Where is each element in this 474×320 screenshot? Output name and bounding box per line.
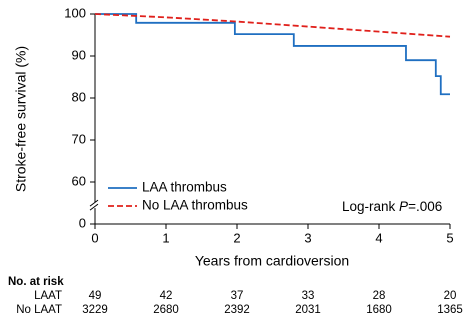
y-tick-label: 0 (79, 215, 86, 230)
risk-count: 20 (444, 290, 457, 302)
y-tick-label: 70 (72, 131, 86, 146)
survival-line (95, 13, 450, 96)
risk-count: 3229 (82, 304, 108, 316)
y-tick-label: 80 (72, 89, 86, 104)
risk-count: 28 (373, 290, 386, 302)
risk-row-label: No LAAT (16, 304, 62, 316)
risk-count: 2031 (295, 304, 321, 316)
x-tick-label: 0 (91, 230, 98, 245)
risk-count: 49 (89, 290, 102, 302)
x-tick-label: 4 (375, 230, 382, 245)
x-tick-label: 5 (446, 230, 453, 245)
y-tick-label: 100 (64, 5, 86, 20)
y-tick-label: 60 (72, 173, 86, 188)
annotation-text: =.006 (408, 199, 442, 214)
annotation: Log-rank P=.006 (342, 199, 442, 214)
axis-break-gap (89, 202, 101, 209)
risk-table-title: No. at risk (8, 276, 64, 288)
risk-count: 33 (302, 290, 315, 302)
risk-count: 1365 (437, 304, 463, 316)
x-tick-label: 2 (233, 230, 240, 245)
legend-label: No LAA thrombus (142, 198, 248, 213)
annotation-text: Log-rank (342, 199, 399, 214)
survival-line (94, 13, 451, 38)
risk-row-label: LAAT (34, 290, 62, 302)
y-axis-label: Stroke-free survival (%) (13, 46, 29, 192)
x-axis-label: Years from cardioversion (195, 253, 349, 269)
x-tick-label: 3 (304, 230, 311, 245)
risk-count: 2680 (153, 304, 179, 316)
y-tick-label: 90 (72, 47, 86, 62)
risk-count: 37 (231, 290, 244, 302)
x-tick-label: 1 (162, 230, 169, 245)
axis-break (89, 203, 99, 211)
annotation-italic: P (399, 199, 408, 214)
risk-count: 1680 (366, 304, 392, 316)
risk-count: 2392 (224, 304, 250, 316)
risk-count: 42 (160, 290, 173, 302)
legend-label: LAA thrombus (142, 180, 227, 195)
axis-break (89, 199, 99, 207)
